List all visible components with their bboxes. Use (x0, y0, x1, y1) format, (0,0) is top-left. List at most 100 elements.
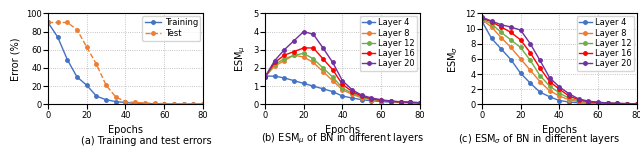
Layer 4 (546, 96, 554, 98)
Layer 4 (507, 59, 515, 60)
Layer 16 (416, 102, 424, 104)
Layer 20 (497, 24, 505, 26)
Training (199, 103, 207, 105)
Line: Layer 12: Layer 12 (263, 52, 422, 105)
Layer 12 (367, 98, 375, 100)
Training (150, 103, 158, 105)
Layer 16 (358, 95, 365, 97)
Layer 20 (546, 77, 554, 79)
Layer 4 (406, 102, 414, 104)
Layer 4 (565, 101, 573, 103)
Text: (b) ESM$_\mu$ of BN in different layers: (b) ESM$_\mu$ of BN in different layers (261, 132, 424, 146)
Layer 8 (527, 69, 534, 71)
Layer 16 (584, 101, 592, 103)
Layer 16 (348, 91, 356, 93)
Layer 20 (536, 59, 544, 61)
Test (44, 22, 52, 23)
Training (122, 102, 129, 103)
Layer 4 (300, 83, 307, 84)
Layer 20 (478, 16, 486, 18)
Layer 12 (329, 76, 337, 78)
Layer 4 (488, 38, 495, 39)
Layer 12 (497, 31, 505, 33)
Test (54, 22, 61, 23)
Layer 4 (329, 91, 337, 93)
Layer 8 (319, 71, 327, 72)
Layer 8 (300, 56, 307, 58)
Layer 8 (604, 103, 612, 104)
Line: Layer 16: Layer 16 (263, 46, 422, 104)
Layer 8 (310, 62, 317, 63)
Layer 16 (536, 67, 544, 69)
Training (161, 103, 168, 105)
Layer 16 (614, 103, 621, 104)
Test (199, 103, 207, 105)
Layer 12 (300, 52, 307, 54)
Layer 20 (614, 102, 621, 104)
Test (150, 103, 158, 104)
Layer 4 (339, 95, 346, 97)
Layer 16 (604, 102, 612, 104)
Layer 12 (339, 87, 346, 89)
Layer 12 (633, 103, 640, 105)
Layer 4 (397, 102, 404, 103)
Layer 12 (387, 101, 395, 103)
Layer 12 (565, 97, 573, 99)
Layer 20 (310, 33, 317, 35)
Test (93, 63, 100, 65)
Layer 12 (290, 54, 298, 56)
Line: Layer 8: Layer 8 (480, 18, 639, 106)
Layer 16 (575, 99, 582, 101)
Layer 20 (378, 99, 385, 101)
Layer 20 (527, 43, 534, 45)
Layer 8 (488, 26, 495, 28)
Test (112, 96, 120, 98)
Test (131, 102, 139, 103)
Layer 8 (280, 60, 288, 62)
Layer 8 (478, 19, 486, 20)
Test (170, 103, 178, 105)
Layer 16 (310, 47, 317, 49)
Legend: Layer 4, Layer 8, Layer 12, Layer 16, Layer 20: Layer 4, Layer 8, Layer 12, Layer 16, La… (360, 16, 417, 71)
Layer 20 (261, 76, 269, 78)
Test (189, 103, 197, 105)
Test (73, 29, 81, 31)
Layer 8 (416, 102, 424, 104)
Layer 12 (614, 103, 621, 104)
Layer 12 (594, 102, 602, 104)
Layer 8 (261, 76, 269, 78)
Layer 4 (516, 72, 524, 74)
Layer 12 (378, 100, 385, 102)
Layer 8 (633, 103, 640, 105)
Layer 8 (584, 102, 592, 104)
Layer 8 (536, 81, 544, 83)
Layer 8 (516, 58, 524, 60)
Layer 20 (565, 93, 573, 95)
Layer 16 (378, 99, 385, 101)
Layer 16 (367, 98, 375, 100)
Layer 12 (556, 92, 563, 94)
Layer 20 (507, 26, 515, 28)
Test (102, 84, 110, 86)
Layer 8 (387, 101, 395, 103)
Layer 12 (623, 103, 631, 105)
Layer 16 (271, 62, 278, 63)
Layer 20 (280, 49, 288, 51)
Layer 20 (556, 86, 563, 88)
Layer 16 (339, 83, 346, 85)
Layer 4 (387, 101, 395, 103)
Layer 16 (488, 21, 495, 23)
Layer 8 (575, 101, 582, 103)
Training (180, 103, 188, 105)
Layer 20 (416, 102, 424, 104)
Layer 12 (358, 96, 365, 98)
Legend: Layer 4, Layer 8, Layer 12, Layer 16, Layer 20: Layer 4, Layer 8, Layer 12, Layer 16, La… (577, 16, 634, 71)
Line: Training: Training (46, 21, 205, 106)
Layer 12 (575, 100, 582, 102)
Layer 12 (280, 58, 288, 60)
Training (112, 101, 120, 103)
Layer 20 (271, 60, 278, 62)
Test (63, 22, 71, 23)
Layer 8 (378, 100, 385, 102)
Layer 16 (478, 17, 486, 19)
